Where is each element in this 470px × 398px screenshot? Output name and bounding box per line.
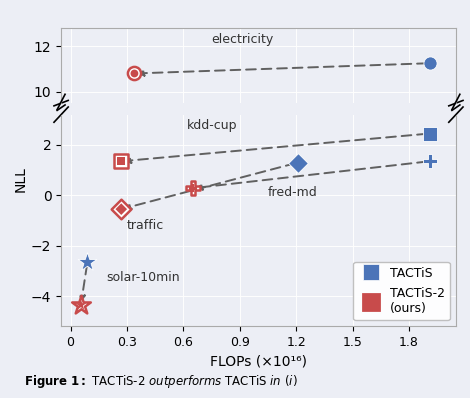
Point	[426, 131, 433, 137]
Legend: TACTiS, TACTiS-2
(ours): TACTiS, TACTiS-2 (ours)	[353, 261, 450, 320]
Point	[84, 259, 91, 265]
Point	[426, 60, 433, 66]
Point	[131, 70, 138, 77]
Point	[77, 302, 85, 308]
Text: electricity: electricity	[212, 33, 274, 46]
Text: NLL: NLL	[14, 166, 28, 192]
Point	[118, 206, 125, 213]
Text: traffic: traffic	[127, 219, 164, 232]
Text: kdd-cup: kdd-cup	[187, 119, 237, 133]
Point	[294, 159, 302, 166]
Point	[118, 158, 125, 164]
X-axis label: FLOPs (×10¹⁶): FLOPs (×10¹⁶)	[210, 355, 307, 369]
Point	[426, 158, 433, 164]
Point	[77, 302, 85, 308]
Text: solar-10min: solar-10min	[106, 271, 180, 284]
Point	[189, 185, 196, 191]
Text: $\bf{Figure\ 1:}$ TACTiS-2 $\it{outperforms}$ TACTiS $\it{in\ (i)}$: $\bf{Figure\ 1:}$ TACTiS-2 $\it{outperfo…	[24, 373, 297, 390]
Text: fred-md: fred-md	[268, 186, 318, 199]
Point	[118, 158, 125, 164]
Point	[189, 185, 196, 191]
Point	[131, 70, 138, 77]
Point	[118, 206, 125, 213]
